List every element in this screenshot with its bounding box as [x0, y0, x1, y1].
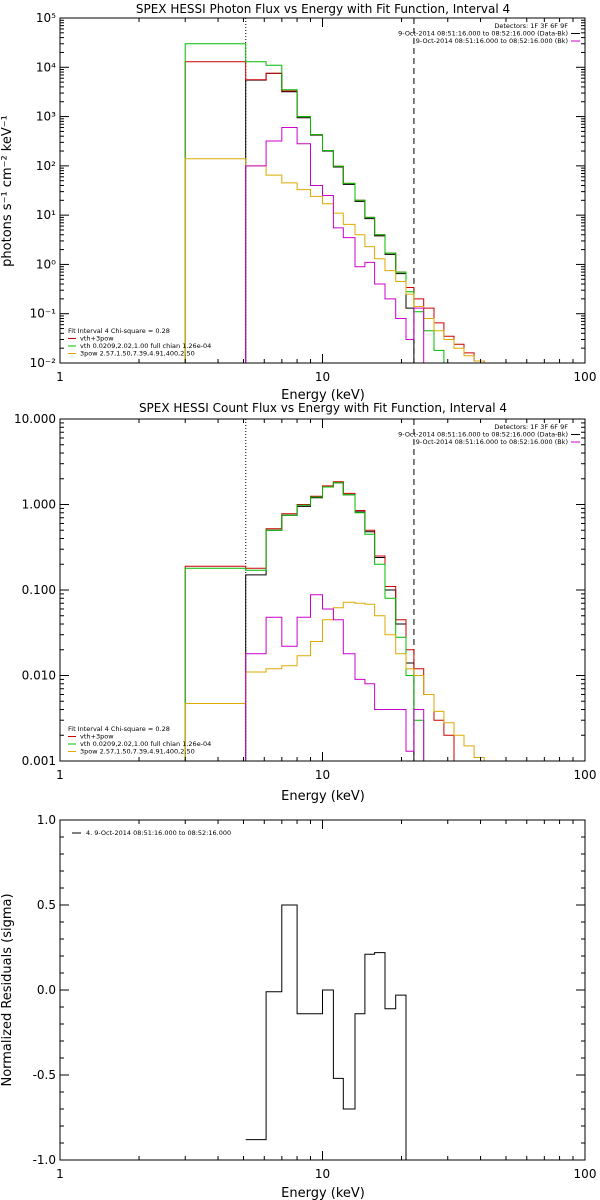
count-flux-legend-entry: vth+3pow: [80, 733, 114, 741]
photon-flux-legend-entry: vth+3pow: [80, 335, 114, 343]
photon-flux-ytick-label: 10²: [36, 159, 56, 173]
photon-flux-xtick-label: 1: [56, 370, 64, 384]
count-flux-fit-info: Fit Interval 4 Chi-square = 0.28: [68, 725, 170, 733]
count-flux-xlabel: Energy (keV): [281, 789, 365, 804]
photon-flux-panel: 1 10 100 10⁻² 10⁻¹ 10⁰ 10¹ 10² 10³ 10⁴ 10⁵ Detector…: [30, 11, 597, 384]
count-flux-title: SPEX HESSI Count Flux vs Energy with Fit…: [139, 401, 507, 415]
count-flux-series-group: [184, 481, 485, 761]
residuals-panel: 1 10 100 -1.0 -0.5 0.0 0.5 1.0: [33, 813, 597, 1181]
residuals-legend: 4. 9-Oct-2014 08:51:16.000 to 08:52:16.0…: [86, 829, 231, 837]
photon-flux-xlabel: Energy (keV): [281, 388, 365, 403]
photon-flux-ylabel: photons s⁻¹ cm⁻² keV⁻¹: [0, 115, 15, 267]
count-flux-series-2: [184, 482, 435, 761]
count-flux-ytick-label: 0.001: [22, 754, 56, 768]
count-flux-xtick-label: 10: [315, 768, 330, 782]
photon-flux-legend-entry: 3pow 2.57,1.50,7.39,4.91,400,2.50: [80, 350, 195, 358]
count-flux-info-text: Detectors: 1F 3F 6F 9F: [494, 423, 568, 431]
residuals-xtick-label: 100: [574, 1167, 597, 1181]
count-flux-legend-entry: 3pow 2.57,1.50,7.39,4.91,400,2.50: [80, 748, 195, 756]
photon-flux-ytick-label: 10⁻²: [30, 356, 57, 370]
count-flux-ytick-label: 0.010: [22, 669, 56, 683]
photon-flux-xtick-label: 100: [574, 370, 597, 384]
photon-flux-ytick-label: 10⁻¹: [30, 307, 57, 321]
plot-area: 1 10 100 10⁻² 10⁻¹ 10⁰ 10¹ 10² 10³ 10⁴ 10⁵ Detector…: [14, 11, 596, 1181]
count-flux-series-3: [184, 601, 485, 761]
residuals-xlabel: Energy (keV): [281, 1186, 365, 1200]
photon-flux-ytick-label: 10⁵: [36, 11, 56, 25]
residuals-ytick-label: 1.0: [37, 813, 56, 827]
photon-flux-series-3: [184, 158, 485, 363]
photon-flux-ytick-label: 10⁴: [36, 60, 56, 74]
count-flux-xtick-label: 100: [574, 768, 597, 782]
photon-flux-info-text: 9-Oct-2014 08:51:16.000 to 08:52:16.000 …: [416, 37, 568, 45]
count-flux-info-text: 9-Oct-2014 08:51:16.000 to 08:52:16.000 …: [398, 431, 568, 439]
photon-flux-ytick-label: 10⁰: [36, 257, 56, 271]
count-flux-ytick-label: 1.000: [22, 498, 56, 512]
residuals-ytick-label: 0.5: [37, 898, 56, 912]
photon-flux-ytick-label: 10¹: [36, 208, 56, 222]
count-flux-ytick-label: 0.100: [22, 583, 56, 597]
count-flux-ytick-label: 10.000: [14, 412, 56, 426]
photon-flux-info-text: 9-Oct-2014 08:51:16.000 to 08:52:16.000 …: [398, 30, 568, 38]
photon-flux-info-text: Detectors: 1F 3F 6F 9F: [494, 22, 568, 30]
count-flux-xtick-label: 1: [56, 768, 64, 782]
photon-flux-title: SPEX HESSI Photon Flux vs Energy with Fi…: [136, 2, 510, 16]
count-flux-legend-entry: vth 0.0209,2.02,1.00 full chian 1.26e-04: [80, 740, 211, 748]
count-flux-series-4: [245, 594, 425, 761]
residuals-series-group: [245, 904, 407, 1160]
residuals-xtick-label: 10: [315, 1167, 330, 1181]
count-flux-info-text: 9-Oct-2014 08:51:16.000 to 08:52:16.000 …: [416, 438, 568, 446]
count-flux-panel: 1 10 100 0.001 0.010 0.100 1.000 10.000 Detector…: [14, 412, 596, 782]
photon-flux-xtick-label: 10: [315, 370, 330, 384]
photon-flux-series-group: [184, 43, 485, 363]
residuals-ytick-label: 0.0: [37, 983, 56, 997]
photon-flux-ytick-label: 10³: [36, 110, 56, 124]
residuals-series-0: [245, 904, 407, 1160]
photon-flux-fit-info: Fit Interval 4 Chi-square = 0.28: [68, 327, 170, 335]
photon-flux-series-4: [245, 127, 425, 363]
residuals-ytick-label: -1.0: [33, 1153, 56, 1167]
residuals-ylabel: Normalized Residuals (sigma): [0, 893, 15, 1086]
residuals-ytick-label: -0.5: [33, 1068, 56, 1082]
photon-flux-legend-entry: vth 0.0209,2.02,1.00 full chian 1.26e-04: [80, 342, 211, 350]
residuals-xtick-label: 1: [56, 1167, 64, 1181]
